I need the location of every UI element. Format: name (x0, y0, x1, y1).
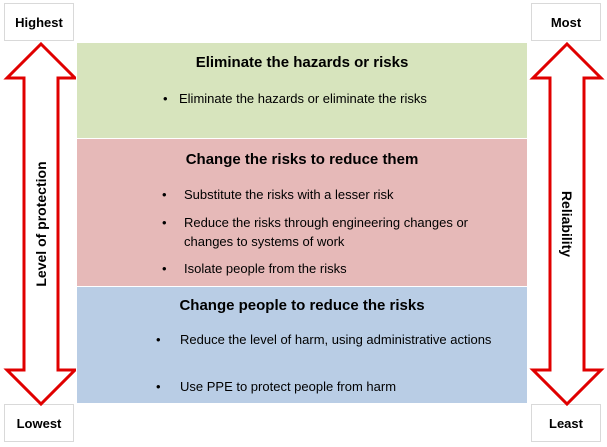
corner-label-highest-text: Highest (15, 14, 63, 30)
band-eliminate: Eliminate the hazards or risks • Elimina… (76, 43, 528, 138)
corner-label-lowest-text: Lowest (16, 415, 62, 431)
band-title-change-people: Change people to reduce the risks (179, 297, 425, 314)
bullet-text: Use PPE to protect people from harm (180, 379, 397, 394)
axis-label-level-of-protection: Level of protection (33, 161, 49, 287)
bullet-dot: • (162, 187, 167, 202)
bullet-item: • Eliminate the hazards or eliminate the… (163, 89, 513, 108)
corner-label-most-text: Most (550, 14, 582, 30)
bullet-item: • Use PPE to protect people from harm (156, 377, 496, 396)
bullet-item: • Substitute the risks with a lesser ris… (162, 185, 502, 204)
corner-label-least-text: Least (549, 415, 583, 431)
bullet-text: Reduce the level of harm, using administ… (180, 332, 492, 347)
axis-label-reliability: Reliability (559, 190, 575, 258)
bullet-dot: • (162, 215, 167, 230)
bullet-dot: • (156, 379, 161, 394)
corner-label-highest: Highest (4, 3, 74, 41)
bullet-text: Substitute the risks with a lesser risk (184, 187, 394, 202)
corner-label-lowest: Lowest (4, 404, 74, 442)
bullet-text: Isolate people from the risks (184, 261, 347, 276)
bullet-item: • Isolate people from the risks (162, 259, 502, 278)
band-title-change-risks: Change the risks to reduce them (185, 151, 419, 168)
band-title-eliminate: Eliminate the hazards or risks (195, 54, 409, 71)
corner-label-least: Least (531, 404, 601, 442)
bullet-text: Eliminate the hazards or eliminate the r… (179, 91, 427, 106)
right-double-arrow-shape (529, 41, 605, 407)
corner-label-most: Most (531, 3, 601, 41)
left-double-arrow-shape (3, 41, 79, 407)
bullet-dot: • (163, 91, 168, 106)
bullet-dot: • (156, 332, 161, 347)
band-change-risks: Change the risks to reduce them • Substi… (76, 139, 528, 286)
band-change-people: Change people to reduce the risks • Redu… (76, 287, 528, 403)
bullet-text: Reduce the risks through engineering cha… (184, 215, 469, 249)
bullet-item: • Reduce the level of harm, using admini… (156, 330, 496, 349)
bullet-item: • Reduce the risks through engineering c… (162, 213, 507, 251)
bullet-dot: • (162, 261, 167, 276)
